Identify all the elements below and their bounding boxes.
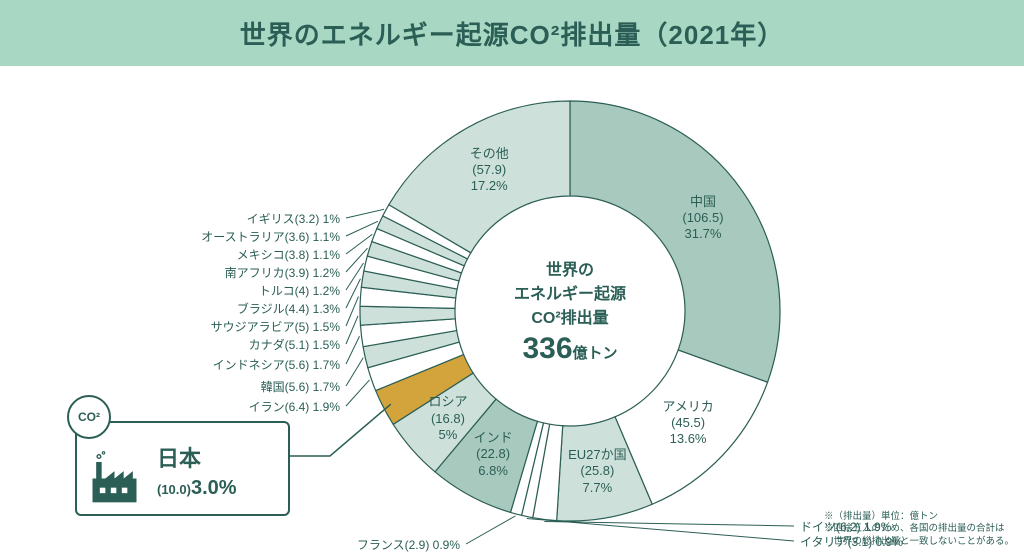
japan-callout: CO² 日本 (10.0)3.0% bbox=[75, 421, 290, 516]
leader-label: フランス(2.9) 0.9% bbox=[357, 536, 460, 553]
leader-label: 南アフリカ(3.9) 1.2% bbox=[225, 264, 340, 281]
donut-chart bbox=[350, 91, 790, 531]
leader-label: イラン(6.4) 1.9% bbox=[249, 398, 340, 415]
leader-label: カナダ(5.1) 1.5% bbox=[249, 336, 340, 353]
title-bar: 世界のエネルギー起源CO²排出量（2021年） bbox=[0, 0, 1024, 66]
leader-label: オーストラリア(3.6) 1.1% bbox=[201, 228, 340, 245]
leader-label: サウジアラビア(5) 1.5% bbox=[211, 318, 340, 335]
co2-badge-icon: CO² bbox=[67, 395, 111, 439]
leader-label: インドネシア(5.6) 1.7% bbox=[213, 356, 340, 373]
chart-area: 世界の エネルギー起源 CO²排出量 336億トン CO² 日本 (10.0)3… bbox=[0, 66, 1024, 555]
footnote: ※（排出量）単位：億トン ※四捨五入のため、各国の排出量の合計は 世界の総排出量… bbox=[824, 511, 1014, 549]
leader-label: メキシコ(3.8) 1.1% bbox=[237, 246, 340, 263]
japan-label: 日本 (10.0)3.0% bbox=[157, 441, 237, 500]
leader-label: 韓国(5.6) 1.7% bbox=[261, 378, 340, 395]
page-title: 世界のエネルギー起源CO²排出量（2021年） bbox=[240, 15, 785, 52]
factory-icon bbox=[87, 451, 142, 506]
slice-中国 bbox=[570, 101, 780, 382]
leader-label: トルコ(4) 1.2% bbox=[259, 282, 340, 299]
leader-label: ブラジル(4.4) 1.3% bbox=[237, 300, 340, 317]
leader-label: イギリス(3.2) 1% bbox=[247, 210, 340, 227]
